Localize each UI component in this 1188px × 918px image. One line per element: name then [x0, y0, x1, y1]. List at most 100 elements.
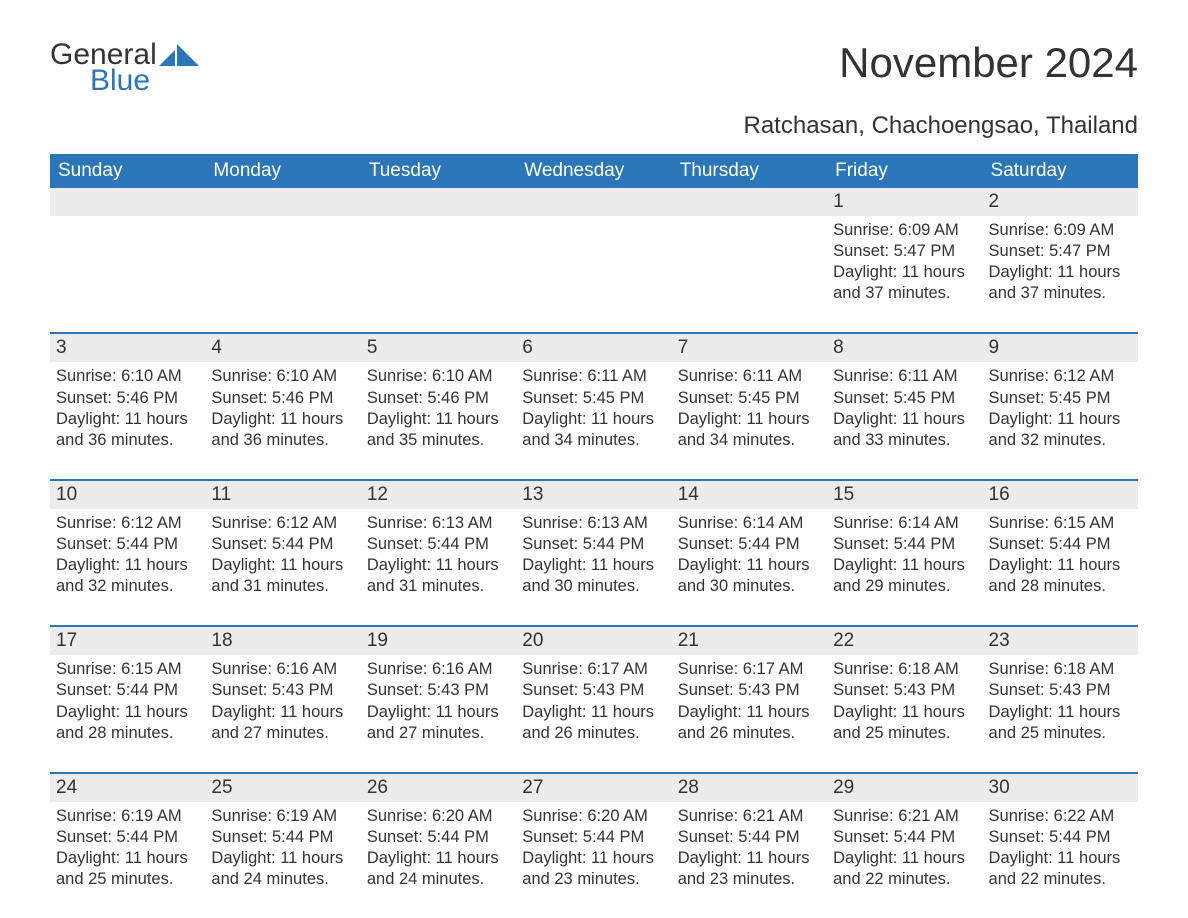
day-details: Sunrise: 6:20 AMSunset: 5:44 PMDaylight:…	[516, 802, 671, 918]
sunrise-line: Sunrise: 6:11 AM	[522, 366, 665, 387]
sunset-line: Sunset: 5:44 PM	[989, 534, 1132, 555]
day-details: Sunrise: 6:12 AMSunset: 5:44 PMDaylight:…	[50, 509, 205, 625]
calendar-day-cell: 13Sunrise: 6:13 AMSunset: 5:44 PMDayligh…	[516, 480, 671, 626]
daylight-line: Daylight: 11 hours and 24 minutes.	[367, 848, 510, 890]
day-number: 26	[361, 774, 516, 802]
day-details: Sunrise: 6:17 AMSunset: 5:43 PMDaylight:…	[516, 655, 671, 771]
day-number	[50, 188, 205, 216]
daylight-line: Daylight: 11 hours and 35 minutes.	[367, 409, 510, 451]
sunset-line: Sunset: 5:43 PM	[833, 680, 976, 701]
sunrise-line: Sunrise: 6:13 AM	[522, 513, 665, 534]
sunrise-line: Sunrise: 6:14 AM	[678, 513, 821, 534]
day-number: 28	[672, 774, 827, 802]
title-block: November 2024	[839, 40, 1138, 86]
daylight-line: Daylight: 11 hours and 26 minutes.	[678, 702, 821, 744]
location-line: Ratchasan, Chachoengsao, Thailand	[50, 112, 1138, 140]
sunset-line: Sunset: 5:44 PM	[678, 827, 821, 848]
page-title: November 2024	[839, 40, 1138, 86]
day-number: 22	[827, 627, 982, 655]
day-number: 9	[983, 334, 1138, 362]
day-number	[672, 188, 827, 216]
day-details: Sunrise: 6:13 AMSunset: 5:44 PMDaylight:…	[361, 509, 516, 625]
sunset-line: Sunset: 5:45 PM	[678, 388, 821, 409]
header-row: General Blue November 2024	[50, 40, 1138, 98]
sunrise-line: Sunrise: 6:22 AM	[989, 806, 1132, 827]
sunset-line: Sunset: 5:43 PM	[367, 680, 510, 701]
day-details: Sunrise: 6:17 AMSunset: 5:43 PMDaylight:…	[672, 655, 827, 771]
day-number	[205, 188, 360, 216]
calendar-header-cell: Monday	[205, 154, 360, 188]
sunset-line: Sunset: 5:45 PM	[522, 388, 665, 409]
day-details: Sunrise: 6:14 AMSunset: 5:44 PMDaylight:…	[672, 509, 827, 625]
day-details: Sunrise: 6:09 AMSunset: 5:47 PMDaylight:…	[827, 216, 982, 332]
day-details	[205, 216, 360, 316]
day-details: Sunrise: 6:12 AMSunset: 5:45 PMDaylight:…	[983, 362, 1138, 478]
day-number: 6	[516, 334, 671, 362]
daylight-line: Daylight: 11 hours and 27 minutes.	[367, 702, 510, 744]
sunrise-line: Sunrise: 6:18 AM	[989, 659, 1132, 680]
day-details: Sunrise: 6:19 AMSunset: 5:44 PMDaylight:…	[205, 802, 360, 918]
sunset-line: Sunset: 5:45 PM	[833, 388, 976, 409]
calendar-day-cell: 12Sunrise: 6:13 AMSunset: 5:44 PMDayligh…	[361, 480, 516, 626]
sunset-line: Sunset: 5:43 PM	[678, 680, 821, 701]
daylight-line: Daylight: 11 hours and 25 minutes.	[833, 702, 976, 744]
day-number: 3	[50, 334, 205, 362]
daylight-line: Daylight: 11 hours and 33 minutes.	[833, 409, 976, 451]
calendar-day-cell: 27Sunrise: 6:20 AMSunset: 5:44 PMDayligh…	[516, 773, 671, 918]
day-number: 17	[50, 627, 205, 655]
day-number: 11	[205, 481, 360, 509]
sunset-line: Sunset: 5:44 PM	[56, 534, 199, 555]
day-details: Sunrise: 6:10 AMSunset: 5:46 PMDaylight:…	[205, 362, 360, 478]
sunrise-line: Sunrise: 6:21 AM	[833, 806, 976, 827]
day-number: 30	[983, 774, 1138, 802]
day-number: 15	[827, 481, 982, 509]
brand-text-stack: General Blue	[50, 40, 199, 98]
day-details: Sunrise: 6:16 AMSunset: 5:43 PMDaylight:…	[361, 655, 516, 771]
sunset-line: Sunset: 5:44 PM	[367, 534, 510, 555]
daylight-line: Daylight: 11 hours and 31 minutes.	[367, 555, 510, 597]
day-details: Sunrise: 6:20 AMSunset: 5:44 PMDaylight:…	[361, 802, 516, 918]
sunset-line: Sunset: 5:44 PM	[833, 827, 976, 848]
day-details: Sunrise: 6:11 AMSunset: 5:45 PMDaylight:…	[672, 362, 827, 478]
calendar-day-cell: 14Sunrise: 6:14 AMSunset: 5:44 PMDayligh…	[672, 480, 827, 626]
day-details: Sunrise: 6:14 AMSunset: 5:44 PMDaylight:…	[827, 509, 982, 625]
calendar-day-cell: 9Sunrise: 6:12 AMSunset: 5:45 PMDaylight…	[983, 333, 1138, 479]
calendar-day-cell: 28 Sunrise: 6:21 AMSunset: 5:44 PMDayligh…	[672, 773, 827, 918]
calendar-day-cell: 26Sunrise: 6:20 AMSunset: 5:44 PMDayligh…	[361, 773, 516, 918]
sunrise-line: Sunrise: 6:09 AM	[833, 220, 976, 241]
day-details: Sunrise: 6:11 AMSunset: 5:45 PMDaylight:…	[827, 362, 982, 478]
day-number	[516, 188, 671, 216]
day-number: 12	[361, 481, 516, 509]
sunrise-line: Sunrise: 6:09 AM	[989, 220, 1132, 241]
sunset-line: Sunset: 5:43 PM	[989, 680, 1132, 701]
calendar-day-cell: 6Sunrise: 6:11 AMSunset: 5:45 PMDaylight…	[516, 333, 671, 479]
sunset-line: Sunset: 5:44 PM	[211, 827, 354, 848]
calendar-day-cell: 16Sunrise: 6:15 AMSunset: 5:44 PMDayligh…	[983, 480, 1138, 626]
sunrise-line: Sunrise: 6:10 AM	[367, 366, 510, 387]
calendar-day-cell: 10Sunrise: 6:12 AMSunset: 5:44 PMDayligh…	[50, 480, 205, 626]
daylight-line: Daylight: 11 hours and 30 minutes.	[678, 555, 821, 597]
sunrise-line: Sunrise: 6:21 AM	[678, 806, 821, 827]
daylight-line: Daylight: 11 hours and 22 minutes.	[989, 848, 1132, 890]
sunset-line: Sunset: 5:43 PM	[522, 680, 665, 701]
calendar-day-cell: 7Sunrise: 6:11 AMSunset: 5:45 PMDaylight…	[672, 333, 827, 479]
day-details: Sunrise: 6:22 AMSunset: 5:44 PMDaylight:…	[983, 802, 1138, 918]
day-number: 10	[50, 481, 205, 509]
sunrise-line: Sunrise: 6:18 AM	[833, 659, 976, 680]
calendar-day-cell	[205, 188, 360, 333]
calendar-day-cell: 8Sunrise: 6:11 AMSunset: 5:45 PMDaylight…	[827, 333, 982, 479]
sunset-line: Sunset: 5:44 PM	[989, 827, 1132, 848]
day-number: 25	[205, 774, 360, 802]
day-number: 18	[205, 627, 360, 655]
calendar-day-cell	[516, 188, 671, 333]
daylight-line: Daylight: 11 hours and 34 minutes.	[678, 409, 821, 451]
sunset-line: Sunset: 5:44 PM	[56, 680, 199, 701]
sunset-line: Sunset: 5:44 PM	[367, 827, 510, 848]
day-number: 13	[516, 481, 671, 509]
daylight-line: Daylight: 11 hours and 23 minutes.	[678, 848, 821, 890]
day-details: Sunrise: 6:11 AMSunset: 5:45 PMDaylight:…	[516, 362, 671, 478]
calendar-week-row: 24Sunrise: 6:19 AMSunset: 5:44 PMDayligh…	[50, 773, 1138, 918]
calendar-day-cell: 30Sunrise: 6:22 AMSunset: 5:44 PMDayligh…	[983, 773, 1138, 918]
day-number: 5	[361, 334, 516, 362]
daylight-line: Daylight: 11 hours and 29 minutes.	[833, 555, 976, 597]
